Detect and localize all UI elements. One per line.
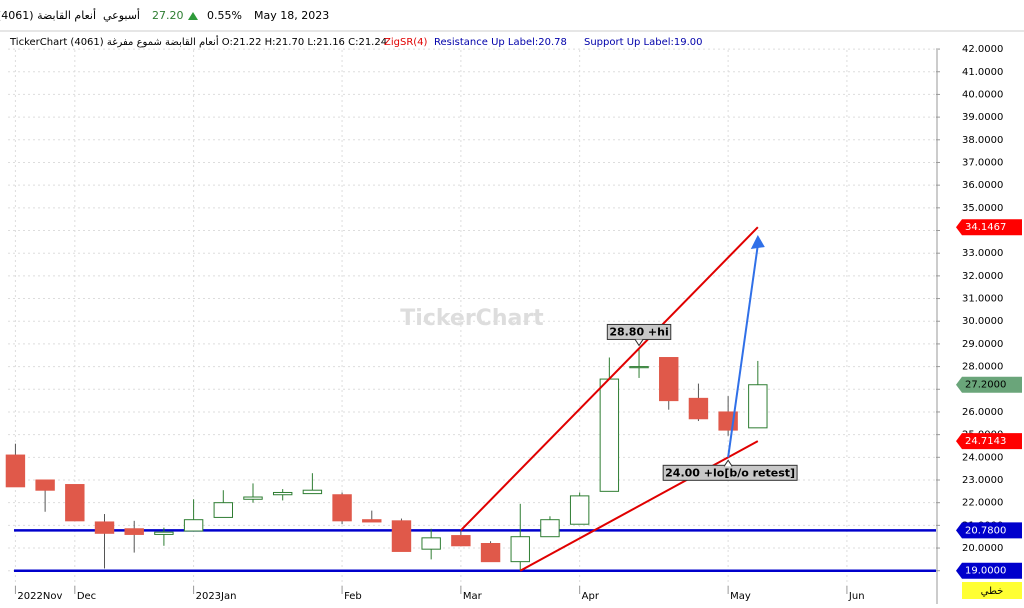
- trendline: [460, 226, 759, 532]
- y-tick-label: 24.0000: [962, 452, 1003, 463]
- y-tick-label: 23.0000: [962, 475, 1003, 486]
- candle-body: [332, 494, 352, 522]
- price-label-box: [956, 522, 1022, 539]
- watermark: TickerChart: [400, 306, 544, 331]
- annotation-pointer: [634, 339, 644, 347]
- trendline: [519, 440, 759, 572]
- x-tick-label: Mar: [463, 591, 483, 602]
- candle-body: [94, 521, 115, 534]
- candle-body: [35, 479, 55, 491]
- arrow-head: [750, 235, 765, 250]
- candle-body: [510, 536, 530, 563]
- y-tick-label: 30.0000: [962, 316, 1003, 327]
- style-box: [962, 582, 1022, 599]
- candle-body: [124, 528, 144, 535]
- price-label-box: [956, 562, 1022, 579]
- y-tick-label: 20.0000: [962, 543, 1003, 554]
- candle-body: [629, 366, 649, 369]
- candle-body: [540, 519, 560, 538]
- chart-style: خطي: [981, 586, 1004, 597]
- y-tick-label: 37.0000: [962, 157, 1003, 168]
- price-label: 27.2000: [965, 380, 1006, 391]
- y-tick-label: 40.0000: [962, 89, 1003, 100]
- indicator: ZigSR(4): [384, 37, 428, 48]
- info: TickerChart (4061) أنعام القابضة شموع مف…: [9, 35, 387, 48]
- x-tick-label: Jun: [848, 591, 865, 602]
- y-tick-label: 26.0000: [962, 407, 1003, 418]
- candle-body: [480, 543, 501, 563]
- price-label: 20.7800: [965, 525, 1006, 536]
- price-label-box: [956, 219, 1022, 236]
- y-tick-label: 41.0000: [962, 67, 1003, 78]
- y-tick-label: 35.0000: [962, 203, 1003, 214]
- y-tick-label: 32.0000: [962, 271, 1003, 282]
- y-tick-label: 31.0000: [962, 294, 1003, 305]
- date: May 18, 2023: [254, 9, 329, 22]
- price-label: 34.1467: [965, 222, 1006, 233]
- y-tick-label: 29.0000: [962, 339, 1003, 350]
- candle-body: [748, 384, 768, 429]
- price-label-box: [956, 376, 1022, 393]
- candle-body: [599, 378, 620, 492]
- x-tick-label: Apr: [582, 591, 600, 602]
- annotation-label: 24.00 +lo[b/o retest]: [665, 466, 795, 479]
- price-label-box: [956, 433, 1022, 450]
- candle-body: [421, 537, 441, 550]
- candle-body: [183, 519, 204, 532]
- y-tick-label: 36.0000: [962, 180, 1003, 191]
- up-arrow: [188, 12, 198, 20]
- candle-body: [154, 531, 174, 535]
- candle-body: [451, 535, 471, 547]
- candle-body: [688, 397, 709, 420]
- candle-body: [362, 519, 382, 523]
- candle-body: [272, 491, 293, 496]
- price-label: 19.0000: [965, 566, 1006, 577]
- symbol: (4061) أنعام القابضة: [0, 8, 96, 22]
- x-tick-label: Dec: [77, 591, 96, 602]
- candle-body: [302, 489, 323, 495]
- x-tick-label: May: [730, 591, 751, 602]
- arrow: [727, 244, 759, 458]
- y-tick-label: 22.0000: [962, 498, 1003, 509]
- y-tick-label: 28.0000: [962, 362, 1003, 373]
- y-tick-label: 42.0000: [962, 44, 1003, 55]
- period: أسبوعي: [103, 8, 140, 22]
- candle-body: [5, 454, 26, 488]
- annotation-pointer: [723, 459, 733, 467]
- candle-body: [65, 484, 85, 522]
- y-tick-label: 33.0000: [962, 248, 1003, 259]
- annotation-label: 28.80 +hi: [609, 325, 668, 338]
- x-tick-label: 2023Jan: [196, 591, 237, 602]
- y-tick-label: 38.0000: [962, 135, 1003, 146]
- x-tick-label: Feb: [344, 591, 362, 602]
- candle-body: [569, 495, 590, 525]
- change: 0.55%: [207, 9, 242, 22]
- candle-body: [243, 496, 263, 500]
- price: 27.20: [152, 9, 184, 22]
- support: Support Up Label:19.00: [584, 37, 703, 48]
- x-tick-label: 2022Nov: [17, 591, 62, 602]
- y-tick-label: 39.0000: [962, 112, 1003, 123]
- price-label: 24.7143: [965, 436, 1006, 447]
- resistance: Resistance Up Label:20.78: [434, 37, 567, 48]
- candle-body: [659, 357, 679, 402]
- candle-body: [391, 520, 412, 552]
- candle-body: [213, 502, 234, 518]
